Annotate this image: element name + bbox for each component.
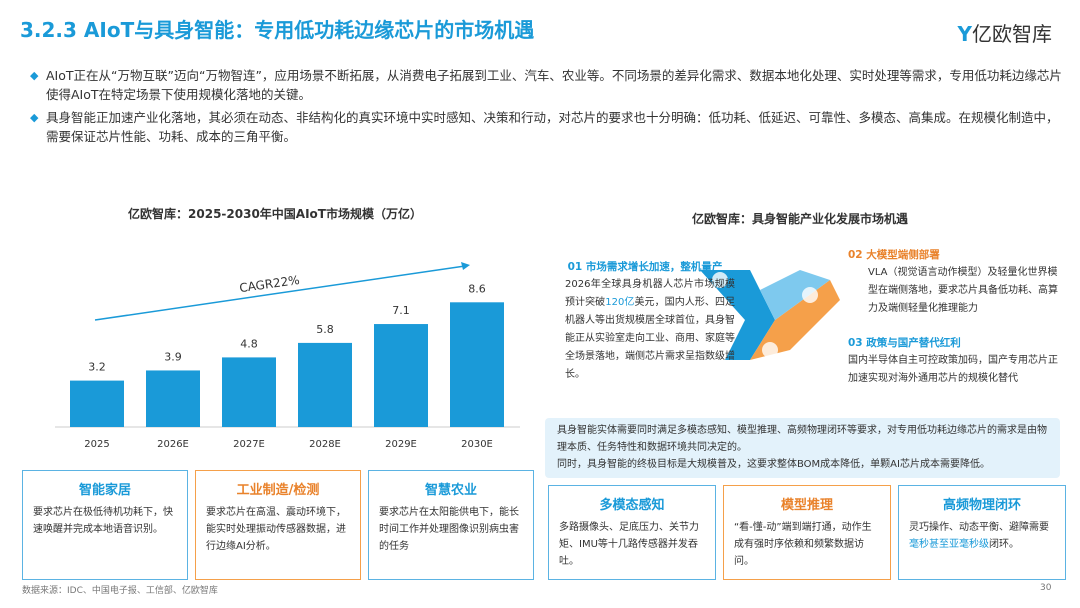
panel-title: 亿欧智库：具身智能产业化发展市场机遇	[691, 212, 908, 226]
text-part: 闭环。	[989, 539, 1019, 550]
source: 数据来源：IDC、中国电子报、工信部、亿欧智库	[22, 586, 218, 596]
card-title: 高频物理闭环	[942, 498, 1021, 513]
ribbon	[750, 280, 840, 360]
card: 模型推理 “看-懂-动”端到端打通，动作生成有强时序依赖和频繁数据访问。	[723, 485, 891, 580]
icon	[712, 272, 728, 288]
arrow-head	[461, 262, 470, 270]
icon	[762, 342, 778, 358]
card-title: 工业制造/检测	[236, 483, 320, 498]
bar	[374, 324, 428, 427]
x-tick-label: 2027E	[233, 439, 265, 450]
text-part: 国内半导体自主可控政策加码，国产专用芯片正加速实现对海外通用芯片的规模化替代	[848, 355, 1058, 384]
text-part: 2026年全球具身机器人芯片市场规模预计突破	[565, 279, 735, 308]
x-tick-label: 2026E	[157, 439, 189, 450]
card-title: 智能家居	[78, 483, 131, 498]
bullet: 具身智能正加速产业化落地，其必须在动态、非结构化的真实环境中实时感知、决策和行动…	[30, 108, 1066, 146]
x-tick-label: 2025	[84, 439, 109, 450]
ribbon	[700, 270, 775, 360]
card-title: 模型推理	[780, 498, 833, 513]
value-label: 3.9	[164, 350, 182, 363]
trend-arrow	[94, 265, 466, 321]
value-label: 7.1	[392, 304, 410, 317]
card: 工业制造/检测要求芯片在高温、震动环境下，能实时处理振动传感器数据，进行边缘AI…	[195, 470, 361, 580]
ribbon	[760, 270, 830, 320]
page-number: 30	[1040, 583, 1052, 593]
card-text: “看-懂-动”端到端打通，动作生成有强时序依赖和频繁数据访问。	[724, 519, 890, 570]
card-text: 多路摄像头、足底压力、关节力矩、IMU等十几路传感器并发吞吐。	[549, 519, 715, 570]
bar	[222, 357, 276, 427]
summary-line: 同时，具身智能的终极目标是大规模普及，这要求整体BOM成本降低，单颗AI芯片成本…	[557, 459, 990, 470]
card-text: 要求芯片在极低待机功耗下，快速唤醒并完成本地语音识别。	[33, 507, 173, 535]
value-label: 8.6	[468, 282, 486, 295]
item-title: 02 大模型端侧部署	[848, 249, 940, 261]
bar	[70, 380, 124, 427]
item: 01 市场需求增长加速，整机量产 2026年全球具身机器人芯片市场规模预计突破1…	[545, 258, 745, 384]
x-tick-label: 2028E	[309, 439, 341, 450]
card: 智慧农业要求芯片在太阳能供电下，能长时间工作并处理图像识别病虫害的任务	[368, 470, 534, 580]
card: 多模态感知多路摄像头、足底压力、关节力矩、IMU等十几路传感器并发吞吐。	[548, 485, 716, 580]
text-part: 美元，国内人形、四足机器人等出货规模居全球首位，具身智能正从实验室走向工业、商用…	[565, 297, 736, 380]
value-label: 5.8	[316, 323, 334, 336]
item-title: 01 市场需求增长加速，整机量产	[567, 261, 723, 273]
logo-text: 亿欧智库	[972, 22, 1052, 46]
bar	[298, 342, 352, 427]
text-part: 120亿	[605, 297, 635, 308]
text-part: 灵巧操作、动态平衡、避障需要	[909, 522, 1049, 533]
summary-line: 具身智能实体需要同时满足多模态感知、模型推理、高频物理闭环等要求，对专用低功耗边…	[557, 425, 1047, 453]
x-tick-label: 2030E	[461, 439, 493, 450]
item: 03 政策与国产替代红利 国内半导体自主可控政策加码，国产专用芯片正加速实现对海…	[848, 334, 1060, 388]
chart-title: 亿欧智库：2025-2030年中国AIoT市场规模（万亿）	[128, 206, 422, 221]
text-part: VLA（视觉语言动作模型）及轻量化世界模型在端侧落地，要求芯片具备低功耗、高算力…	[868, 267, 1058, 314]
ribbon-graphic	[700, 270, 840, 360]
item: 02 大模型端侧部署 VLA（视觉语言动作模型）及轻量化世界模型在端侧落地，要求…	[848, 246, 1058, 318]
card-text: 灵巧操作、动态平衡、避障需要毫秒甚至亚毫秒级闭环。	[899, 519, 1065, 553]
card-text: 要求芯片在太阳能供电下，能长时间工作并处理图像识别病虫害的任务	[379, 507, 519, 552]
value-label: 4.8	[240, 337, 258, 350]
item-title: 03 政策与国产替代红利	[848, 337, 961, 349]
text-part: 毫秒甚至亚毫秒级	[909, 539, 989, 550]
logo: Y亿欧智库	[957, 22, 1052, 46]
card: 智能家居要求芯片在极低待机功耗下，快速唤醒并完成本地语音识别。	[22, 470, 188, 580]
chart: 亿欧智库：2025-2030年中国AIoT市场规模（万亿） CAGR22% 3.…	[55, 206, 520, 450]
card: 高频物理闭环灵巧操作、动态平衡、避障需要毫秒甚至亚毫秒级闭环。	[898, 485, 1066, 580]
bar	[146, 370, 200, 427]
summary-box: 具身智能实体需要同时满足多模态感知、模型推理、高频物理闭环等要求，对专用低功耗边…	[545, 418, 1060, 478]
bar	[450, 302, 504, 427]
card-title: 智慧农业	[424, 483, 477, 498]
text-part: “看-懂-动”端到端打通，动作生成有强时序依赖和频繁数据访问。	[734, 522, 872, 567]
text-part: 多路摄像头、足底压力、关节力矩、IMU等十几路传感器并发吞吐。	[559, 522, 699, 567]
value-label: 3.2	[88, 361, 106, 374]
page-title: 3.2.3 AIoT与具身智能：专用低功耗边缘芯片的市场机遇	[20, 18, 535, 42]
icon	[802, 287, 818, 303]
card-title: 多模态感知	[599, 498, 665, 513]
card-text: 要求芯片在高温、震动环境下，能实时处理振动传感器数据，进行边缘AI分析。	[206, 507, 346, 552]
bullet: AIoT正在从“万物互联”迈向“万物智连”，应用场景不断拓展，从消费电子拓展到工…	[30, 66, 1066, 104]
x-tick-label: 2029E	[385, 439, 417, 450]
